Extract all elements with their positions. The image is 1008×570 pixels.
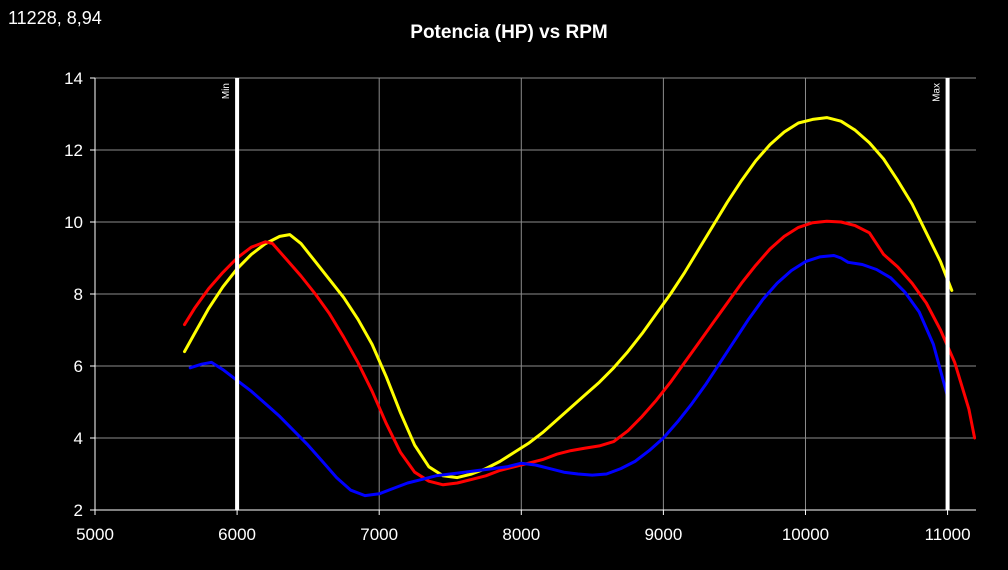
y-tick-label: 6 (74, 357, 83, 376)
y-tick-label: 4 (74, 429, 83, 448)
tick-labels: 5000 6000 7000 8000 9000 10000 11000 2 4 6 8 10 12 14 (64, 69, 971, 544)
y-tick-label: 8 (74, 285, 83, 304)
chart-title: Potencia (HP) vs RPM (410, 22, 607, 43)
y-tick-label: 14 (64, 69, 83, 88)
x-tick-label: 11000 (925, 525, 971, 544)
x-tick-label: 5000 (76, 525, 114, 544)
grid-lines (95, 77, 976, 510)
marker-label-min: Min (221, 83, 232, 99)
x-tick-label: 6000 (218, 525, 256, 544)
y-tick-label: 12 (64, 141, 83, 160)
series-line-1 (183, 116, 954, 480)
x-tick-label: 7000 (360, 525, 398, 544)
data-series (183, 116, 977, 498)
range-markers: Min Max (221, 78, 950, 510)
y-tick-label: 2 (74, 501, 83, 520)
cursor-readout: 11228, 8,94 (8, 8, 102, 28)
y-tick-label: 10 (64, 213, 83, 232)
marker-label-max: Max (932, 83, 943, 102)
series-line-3 (188, 254, 950, 498)
x-tick-label: 9000 (644, 525, 682, 544)
x-tick-label: 8000 (502, 525, 540, 544)
x-tick-label: 10000 (782, 525, 829, 544)
series-line-2 (183, 219, 977, 487)
